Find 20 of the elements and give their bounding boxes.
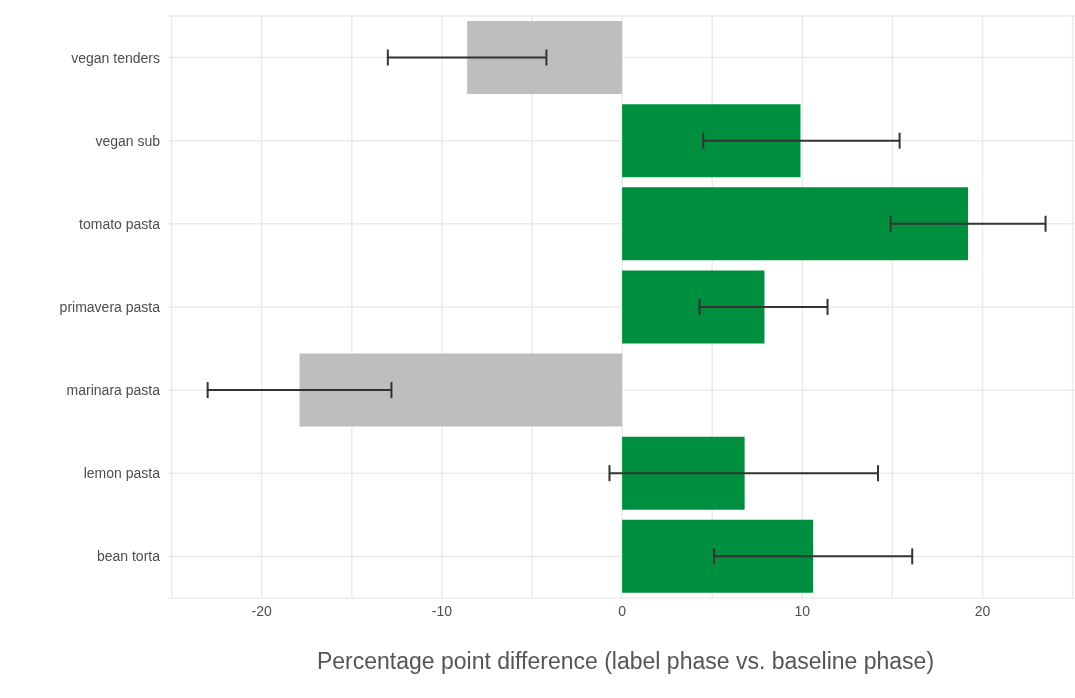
y-tick-label: primavera pasta xyxy=(59,298,161,315)
x-tick-label: -20 xyxy=(251,602,273,619)
y-tick-label: lemon pasta xyxy=(83,465,161,482)
x-axis-title: Percentage point difference (label phase vs. baseline phase) xyxy=(315,648,936,675)
y-tick-label: tomato pasta xyxy=(79,215,161,232)
x-tick-label: -10 xyxy=(431,602,453,619)
y-tick-label: vegan tenders xyxy=(71,49,160,66)
x-tick-label: 10 xyxy=(794,602,811,619)
bar xyxy=(299,353,623,427)
x-tick-label: 20 xyxy=(974,602,991,619)
y-tick-label: vegan sub xyxy=(95,132,161,149)
y-tick-label: marinara pasta xyxy=(66,382,161,399)
bar xyxy=(622,270,765,344)
bar xyxy=(622,187,969,261)
y-tick-label: bean torta xyxy=(96,548,161,565)
bar xyxy=(622,104,801,178)
bar xyxy=(622,519,814,593)
x-tick-label: 0 xyxy=(618,602,627,619)
bar xyxy=(467,20,623,94)
bar xyxy=(622,436,745,510)
